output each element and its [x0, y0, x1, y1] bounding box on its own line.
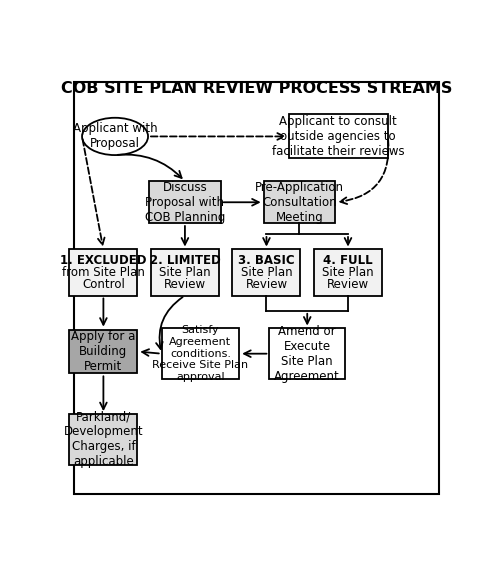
- Text: Applicant with
Proposal: Applicant with Proposal: [73, 123, 157, 150]
- FancyArrowPatch shape: [340, 139, 388, 204]
- Bar: [70, 414, 137, 465]
- Text: from Site Plan: from Site Plan: [62, 266, 145, 279]
- Text: Apply for a
Building
Permit: Apply for a Building Permit: [71, 330, 136, 373]
- FancyArrowPatch shape: [156, 297, 183, 349]
- Text: Discuss
Proposal with
COB Planning: Discuss Proposal with COB Planning: [145, 181, 225, 224]
- FancyArrowPatch shape: [100, 298, 107, 325]
- Bar: [264, 181, 335, 223]
- Bar: [70, 329, 137, 373]
- Text: Pre-Application
Consultation
Meeting: Pre-Application Consultation Meeting: [255, 181, 344, 224]
- Bar: [314, 250, 382, 295]
- Text: Site Plan: Site Plan: [240, 266, 292, 279]
- Text: Review: Review: [245, 278, 288, 291]
- Text: Review: Review: [327, 278, 369, 291]
- FancyArrowPatch shape: [83, 139, 105, 245]
- Text: 4. FULL: 4. FULL: [323, 254, 373, 267]
- Bar: [289, 115, 388, 158]
- Bar: [162, 328, 239, 379]
- FancyArrowPatch shape: [181, 226, 188, 245]
- FancyArrowPatch shape: [151, 133, 284, 140]
- Text: 2. LIMITED: 2. LIMITED: [150, 254, 220, 267]
- Bar: [270, 328, 345, 379]
- FancyArrowPatch shape: [304, 314, 311, 324]
- FancyArrowPatch shape: [100, 376, 107, 409]
- FancyArrowPatch shape: [263, 237, 270, 245]
- Bar: [232, 250, 301, 295]
- Text: Applicant to consult
outside agencies to
facilitate their reviews: Applicant to consult outside agencies to…: [272, 115, 405, 158]
- Text: Control: Control: [82, 278, 125, 291]
- Text: Amend or
Execute
Site Plan
Agreement: Amend or Execute Site Plan Agreement: [275, 325, 340, 382]
- Text: Site Plan: Site Plan: [322, 266, 374, 279]
- Text: 3. BASIC: 3. BASIC: [238, 254, 295, 267]
- Text: Site Plan: Site Plan: [159, 266, 211, 279]
- Text: COB SITE PLAN REVIEW PROCESS STREAMS: COB SITE PLAN REVIEW PROCESS STREAMS: [61, 80, 452, 96]
- FancyArrowPatch shape: [345, 237, 351, 245]
- FancyArrowPatch shape: [118, 154, 181, 178]
- Ellipse shape: [82, 118, 148, 155]
- Text: 1. EXCLUDED: 1. EXCLUDED: [60, 254, 147, 267]
- FancyArrowPatch shape: [244, 351, 267, 357]
- Text: Satisfy
Agreement
conditions.
Receive Site Plan
approval: Satisfy Agreement conditions. Receive Si…: [152, 325, 248, 382]
- Bar: [149, 181, 221, 223]
- Bar: [70, 250, 137, 295]
- FancyArrowPatch shape: [223, 199, 259, 206]
- FancyArrowPatch shape: [142, 349, 159, 356]
- Text: Parkland/
Development
Charges, if
applicable: Parkland/ Development Charges, if applic…: [64, 410, 143, 469]
- Bar: [151, 250, 219, 295]
- Text: Review: Review: [164, 278, 206, 291]
